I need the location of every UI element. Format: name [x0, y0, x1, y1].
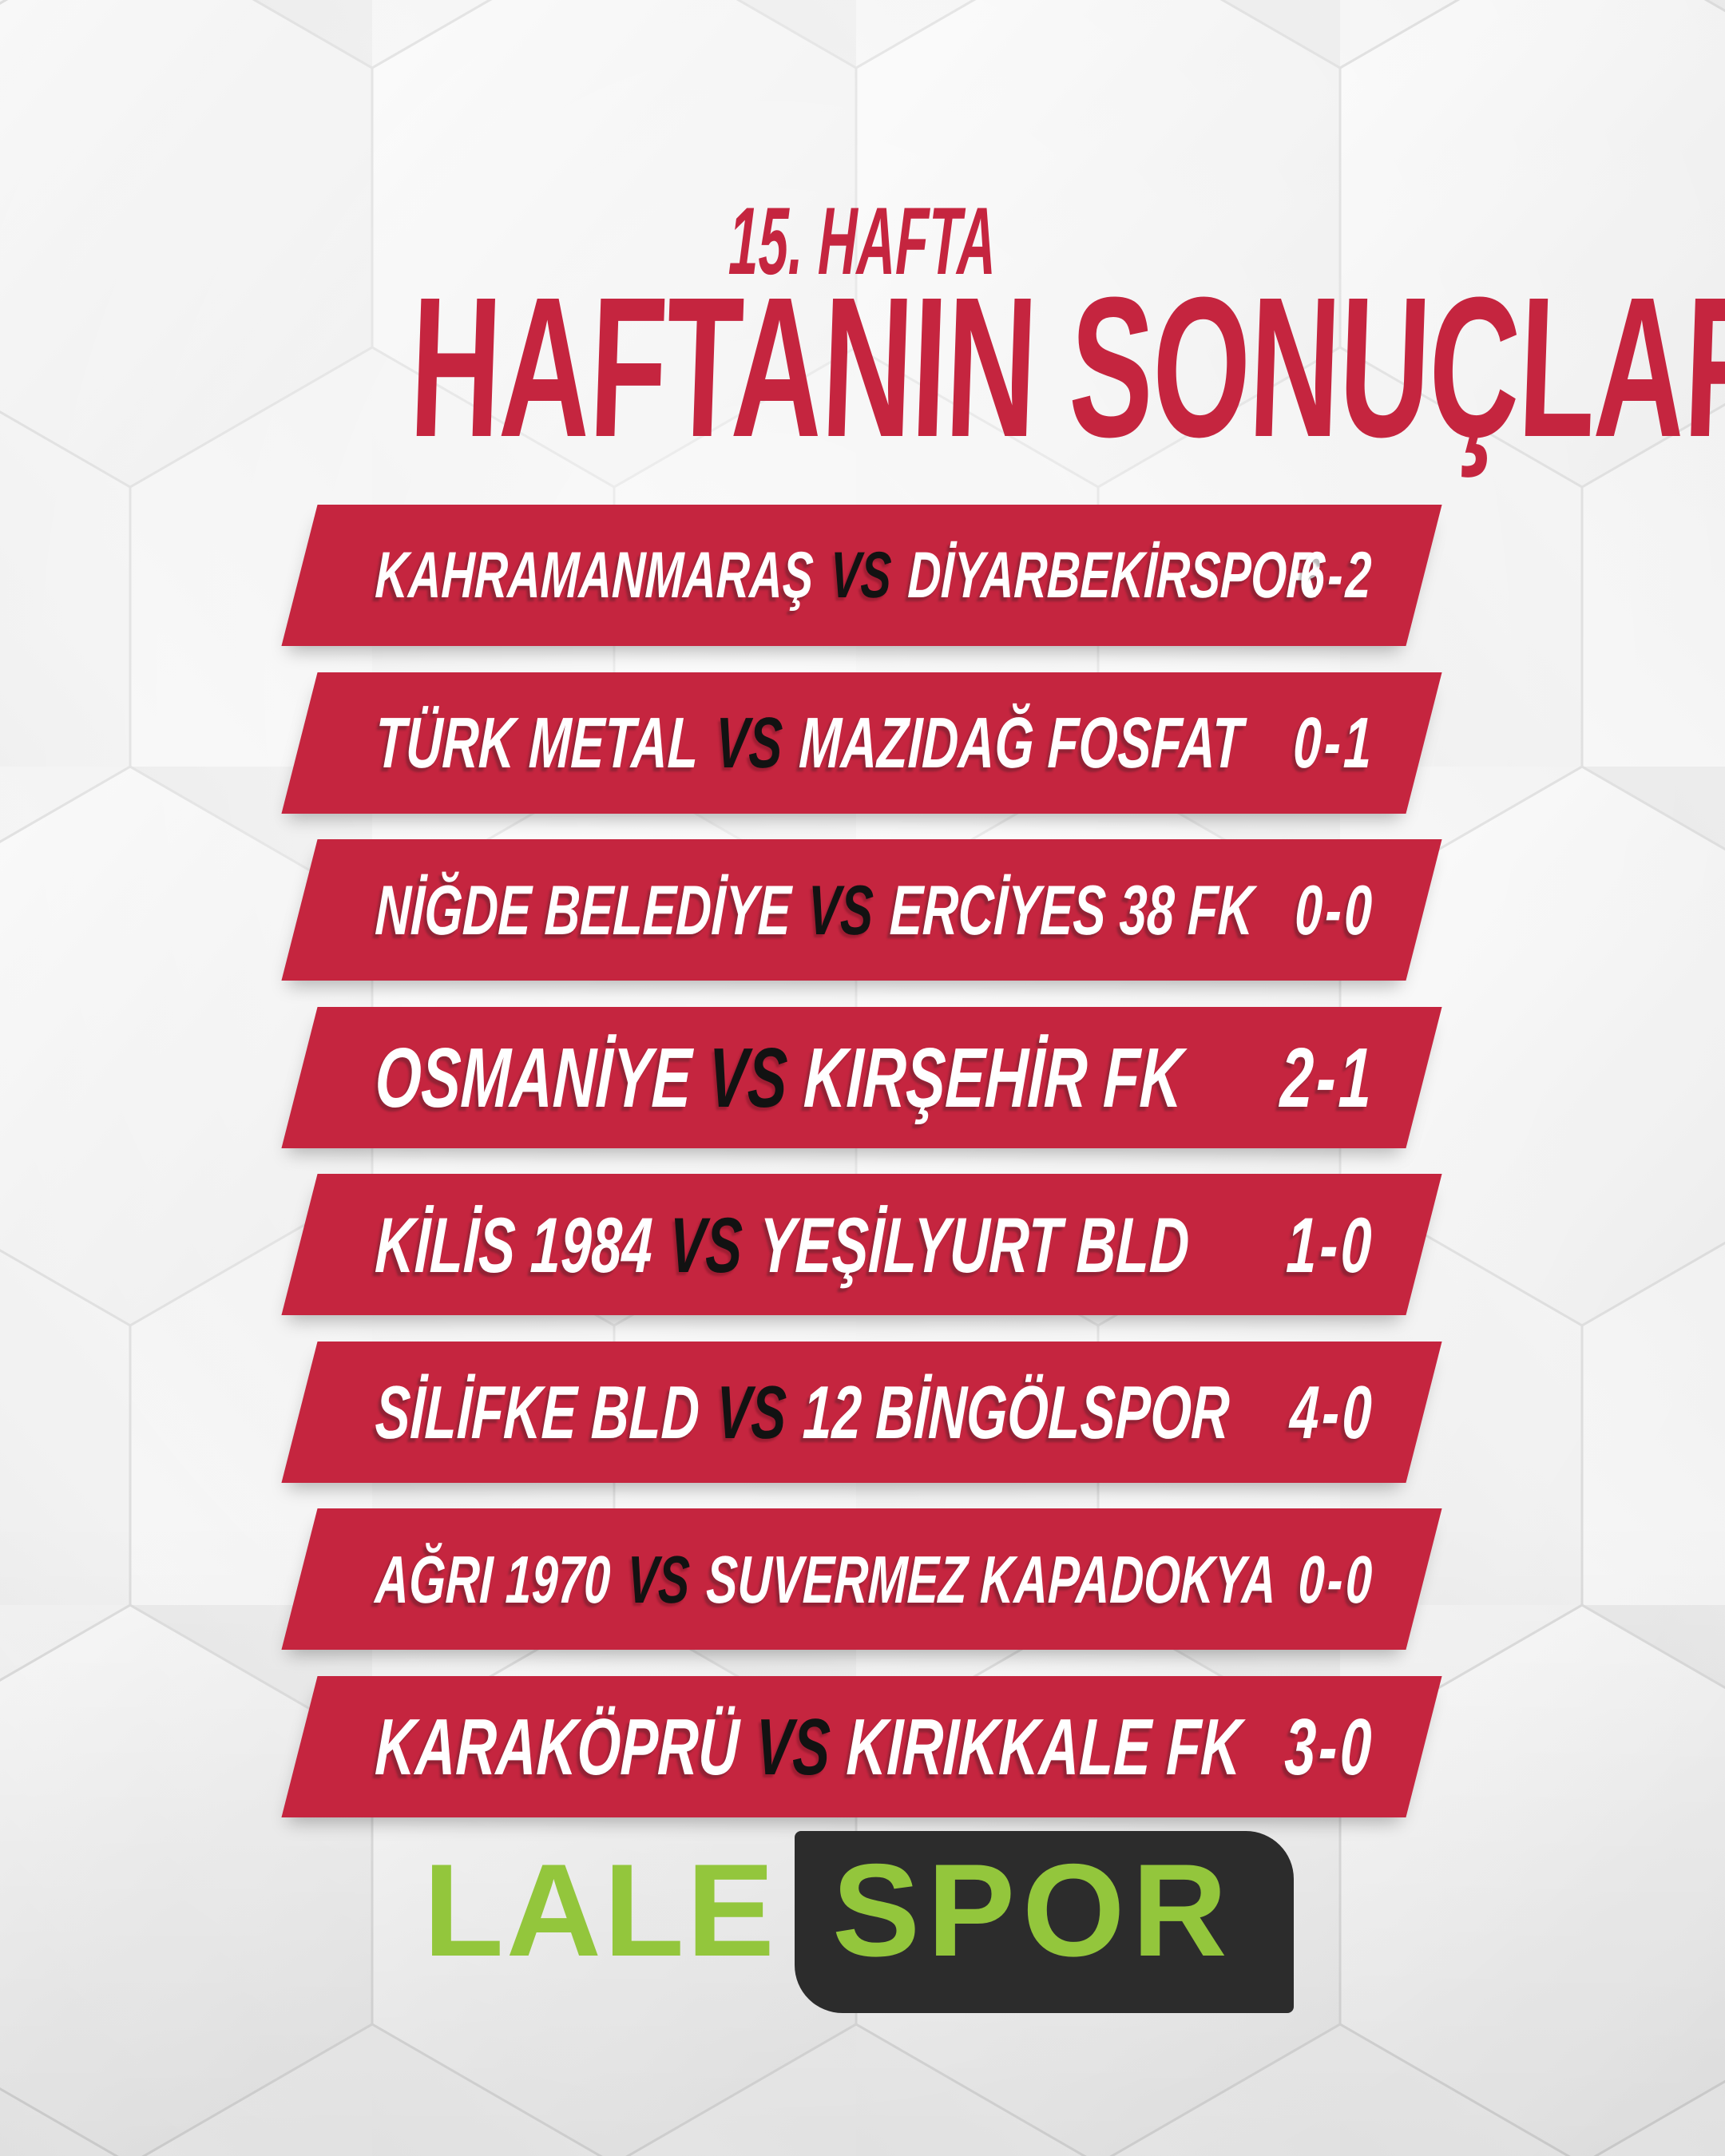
page-title-row: HAFTANIN SONUÇLARI — [0, 256, 1725, 478]
match-score: 3-0 — [1283, 1702, 1377, 1792]
page-title: HAFTANIN SONUÇLARI — [406, 256, 1725, 478]
vs-label: VS — [706, 1030, 789, 1125]
match-score: 0-0 — [1293, 870, 1376, 949]
match-teams: KİLİS 1984 VS YEŞİLYURT BLD — [373, 1200, 1192, 1289]
match-banner-6: SİLİFKE BLD VS 12 BİNGÖLSPOR 4-0 — [281, 1342, 1442, 1483]
match-banner-8: KARAKÖPRÜ VS KIRIKKALE FK 3-0 — [281, 1676, 1442, 1817]
match-banner-5: KİLİS 1984 VS YEŞİLYURT BLD 1-0 — [281, 1174, 1442, 1315]
match-teams: TÜRK METAL VS MAZIDAĞ FOSFAT — [374, 703, 1244, 783]
vs-label: VS — [806, 870, 875, 949]
vs-label: VS — [828, 538, 893, 612]
home-team: AĞRI 1970 — [374, 1541, 612, 1617]
away-team: MAZIDAĞ FOSFAT — [797, 703, 1244, 783]
away-team: SUVERMEZ KAPADOKYA — [704, 1541, 1278, 1617]
home-team: OSMANİYE — [373, 1030, 693, 1125]
home-team: SİLİFKE BLD — [374, 1369, 701, 1454]
match-teams: NİĞDE BELEDİYE VS ERCİYES 38 FK — [374, 870, 1255, 949]
away-team: DİYARBEKİRSPOR — [906, 538, 1322, 612]
vs-label: VS — [667, 1200, 744, 1289]
away-team: YEŞİLYURT BLD — [757, 1200, 1192, 1289]
away-team: KIRIKKALE FK — [845, 1702, 1243, 1792]
match-banner-content: TÜRK METAL VS MAZIDAĞ FOSFAT 0-1 — [299, 672, 1424, 814]
home-team: KAHRAMANMARAŞ — [374, 538, 815, 612]
match-banner-7: AĞRI 1970 VS SUVERMEZ KAPADOKYA 0-0 — [281, 1508, 1442, 1650]
vs-label: VS — [714, 1369, 788, 1454]
match-banner-content: SİLİFKE BLD VS 12 BİNGÖLSPOR 4-0 — [299, 1342, 1424, 1483]
match-banner-content: KARAKÖPRÜ VS KIRIKKALE FK 3-0 — [299, 1676, 1424, 1817]
match-banner-3: NİĞDE BELEDİYE VS ERCİYES 38 FK 0-0 — [281, 839, 1442, 981]
away-team: KIRŞEHİR FK — [802, 1030, 1185, 1125]
match-banner-2: TÜRK METAL VS MAZIDAĞ FOSFAT 0-1 — [281, 672, 1442, 814]
vs-label: VS — [753, 1702, 832, 1792]
vs-label: VS — [713, 703, 784, 783]
match-teams: OSMANİYE VS KIRŞEHİR FK — [373, 1030, 1185, 1125]
home-team: TÜRK METAL — [374, 703, 700, 783]
logo-wordmark-spor: SPOR — [832, 1837, 1235, 1984]
home-team: NİĞDE BELEDİYE — [374, 870, 793, 949]
vs-label: VS — [625, 1541, 692, 1617]
match-score: 6-2 — [1298, 538, 1376, 612]
match-banner-content: KİLİS 1984 VS YEŞİLYURT BLD 1-0 — [299, 1174, 1424, 1315]
match-banner-1: KAHRAMANMARAŞ VS DİYARBEKİRSPOR 6-2 — [281, 505, 1442, 646]
match-teams: KAHRAMANMARAŞ VS DİYARBEKİRSPOR — [374, 538, 1322, 612]
match-score: 1-0 — [1285, 1200, 1377, 1289]
match-banner-4: OSMANİYE VS KIRŞEHİR FK 2-1 — [281, 1007, 1442, 1148]
home-team: KARAKÖPRÜ — [373, 1702, 741, 1792]
match-banner-content: AĞRI 1970 VS SUVERMEZ KAPADOKYA 0-0 — [299, 1508, 1424, 1650]
match-teams: KARAKÖPRÜ VS KIRIKKALE FK — [373, 1702, 1243, 1792]
match-teams: SİLİFKE BLD VS 12 BİNGÖLSPOR — [374, 1369, 1231, 1454]
home-team: KİLİS 1984 — [373, 1200, 655, 1289]
away-team: 12 BİNGÖLSPOR — [801, 1369, 1231, 1454]
logo-dark-box — [795, 1831, 1294, 2013]
match-banner-content: NİĞDE BELEDİYE VS ERCİYES 38 FK 0-0 — [299, 839, 1424, 981]
match-score: 4-0 — [1288, 1369, 1376, 1454]
match-score: 2-1 — [1279, 1030, 1377, 1125]
match-banner-content: OSMANİYE VS KIRŞEHİR FK 2-1 — [299, 1007, 1424, 1148]
away-team: ERCİYES 38 FK — [888, 870, 1255, 949]
match-score: 0-1 — [1291, 703, 1376, 783]
match-teams: AĞRI 1970 VS SUVERMEZ KAPADOKYA — [374, 1541, 1278, 1617]
match-banner-content: KAHRAMANMARAŞ VS DİYARBEKİRSPOR 6-2 — [299, 505, 1424, 646]
logo-wordmark-lale: LALE — [423, 1837, 777, 1984]
match-score: 0-0 — [1296, 1541, 1376, 1617]
